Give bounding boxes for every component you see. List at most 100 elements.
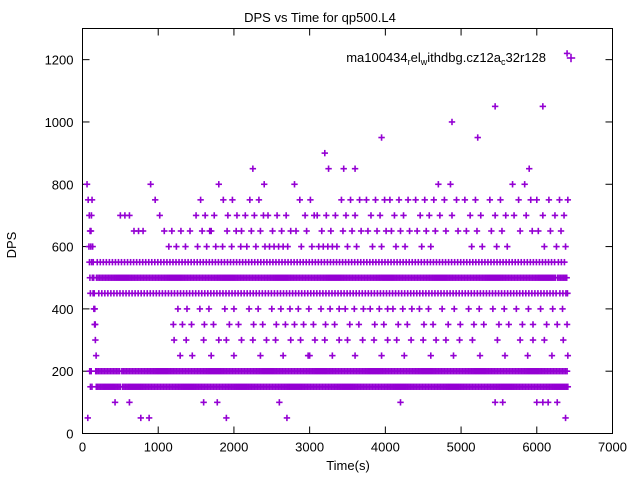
data-point (287, 336, 294, 344)
y-tick-label: 1200 (45, 53, 74, 68)
data-point (466, 212, 474, 219)
data-point (400, 212, 407, 219)
data-point (533, 196, 540, 204)
data-point (282, 212, 290, 219)
data-point (412, 196, 419, 204)
data-point (340, 165, 347, 172)
data-point (83, 181, 91, 188)
data-point (549, 305, 556, 313)
data-point (264, 212, 272, 219)
data-point (541, 336, 548, 344)
data-point (447, 181, 454, 188)
data-point (252, 243, 260, 250)
data-point (326, 305, 334, 313)
data-point (186, 227, 194, 235)
data-point (376, 212, 384, 219)
data-point (564, 383, 572, 390)
data-point (263, 336, 270, 344)
data-point (168, 227, 176, 235)
data-point (425, 305, 432, 313)
data-point (245, 305, 253, 313)
data-point (137, 414, 144, 422)
data-point (556, 196, 563, 204)
data-point (363, 196, 370, 204)
data-point (286, 305, 294, 313)
data-point (296, 196, 303, 204)
data-point (457, 321, 464, 328)
data-point (543, 321, 550, 328)
data-point (223, 227, 231, 235)
data-point (371, 321, 378, 328)
data-point (430, 196, 438, 204)
data-point (369, 243, 376, 250)
data-point (161, 227, 168, 235)
data-point (194, 243, 201, 250)
data-point (378, 134, 385, 141)
data-point (311, 336, 319, 344)
data-point (372, 196, 379, 204)
data-point (269, 227, 276, 235)
data-point (179, 321, 186, 328)
data-point (228, 243, 235, 250)
data-point (563, 367, 571, 375)
data-point (297, 336, 304, 344)
data-point (533, 399, 540, 406)
x-tick-label: 2000 (219, 440, 248, 455)
data-point (342, 305, 349, 313)
data-point (165, 243, 173, 250)
data-point (292, 227, 300, 235)
data-point (515, 196, 522, 204)
data-point (498, 227, 506, 235)
data-point (357, 227, 365, 235)
data-point (564, 352, 572, 359)
data-point (491, 399, 499, 406)
data-point (386, 196, 394, 204)
data-point (201, 212, 209, 219)
data-point (351, 165, 359, 172)
data-point (401, 243, 409, 250)
data-point (562, 414, 569, 422)
data-point (547, 227, 554, 235)
data-point (486, 196, 494, 204)
data-point (250, 321, 257, 328)
data-point (333, 243, 341, 250)
data-point (559, 305, 566, 313)
data-point (554, 321, 561, 328)
data-point (493, 243, 500, 250)
data-point (384, 336, 391, 344)
data-point (170, 321, 177, 328)
data-point (318, 227, 325, 235)
data-point (393, 336, 400, 344)
data-point (214, 399, 221, 406)
data-point (373, 227, 381, 235)
data-point (554, 399, 561, 406)
data-point (470, 321, 478, 328)
data-point (321, 149, 328, 157)
data-point (476, 305, 483, 313)
data-point (327, 227, 335, 235)
data-point (201, 321, 208, 328)
data-point (188, 321, 195, 328)
data-point (205, 305, 213, 313)
data-point (338, 196, 345, 204)
data-point (305, 305, 313, 313)
data-point (370, 336, 378, 344)
data-point (291, 321, 298, 328)
data-point (472, 196, 479, 204)
y-axis-ticks: 0 200 400 600 800 1000 1200 (45, 53, 613, 442)
data-point (176, 352, 184, 359)
data-point (553, 243, 560, 250)
data-point (548, 352, 556, 359)
data-point (257, 352, 264, 359)
data-point (89, 243, 96, 250)
data-point (226, 321, 233, 328)
data-point (404, 196, 412, 204)
data-point (488, 227, 495, 235)
data-point (413, 227, 421, 235)
data-point (224, 212, 232, 219)
data-point (307, 196, 314, 204)
data-point (351, 352, 359, 359)
data-point (529, 336, 537, 344)
data-point (510, 212, 518, 219)
data-point (353, 243, 360, 250)
